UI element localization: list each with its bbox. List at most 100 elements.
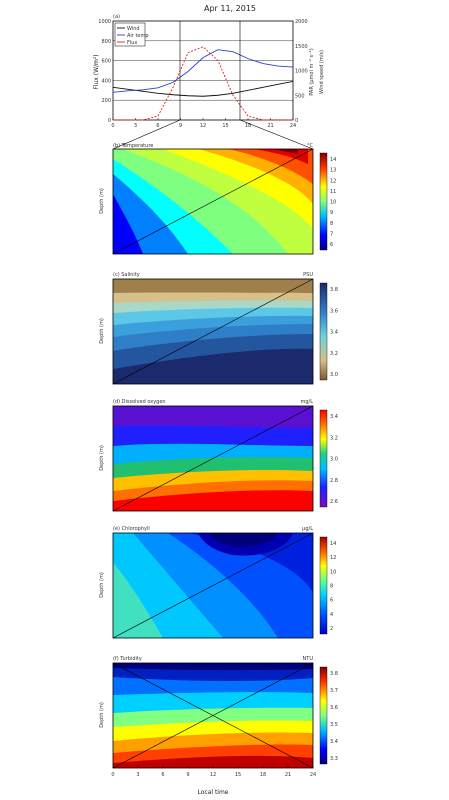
legend-label-air-temp: Air temp <box>127 33 149 39</box>
colorbar-tick-label: 2.6 <box>330 499 338 505</box>
panel-f-colorbar <box>319 666 328 765</box>
panel-d-frame <box>112 405 314 512</box>
panel-a-x-ticks: 0 3 6 9 12 15 18 21 24 <box>111 118 296 129</box>
colorbar-tick-label: 3.8 <box>330 671 338 677</box>
left-tick-label: 200 <box>101 98 111 104</box>
right-tick-label: 0 <box>295 118 298 124</box>
x-tick-label: 9 <box>179 123 182 129</box>
panel-d-contour <box>113 406 313 511</box>
x-tick-label: 21 <box>285 772 291 778</box>
panel-f-contour <box>113 663 313 768</box>
panel-b-colorbar-ticks: 14 13 12 11 10 9 8 7 6 <box>330 157 336 248</box>
colorbar-tick-label: 2 <box>330 626 333 632</box>
x-tick-label: 9 <box>186 772 189 778</box>
colorbar-tick-label: 12 <box>330 178 336 184</box>
colorbar-tick-label: 3.4 <box>330 739 338 745</box>
colorbar-tick-label: 3.6 <box>330 705 338 711</box>
panel-e-unit: µg/L <box>302 526 313 532</box>
panel-a-right-ylabel-2: Wind speed (m/s) <box>319 50 325 94</box>
series-line-air-temp <box>112 49 294 93</box>
left-tick-label: 0 <box>108 118 111 124</box>
panel-a-legend: Wind Air temp Flux <box>114 22 149 47</box>
panel-e-frame <box>112 532 314 639</box>
colorbar-tick-label: 8 <box>330 221 333 227</box>
x-tick-label: 12 <box>200 123 206 129</box>
x-tick-label: 24 <box>310 772 316 778</box>
left-tick-label: 400 <box>101 78 111 84</box>
panel-f-ylabel: Depth (m) <box>99 702 105 728</box>
panel-e-title: (e) Chlorophyll <box>113 526 150 532</box>
x-tick-label: 6 <box>156 123 159 129</box>
colorbar-tick-label: 12 <box>330 555 336 561</box>
panel-f: (f) Turbidity NTU 3.8 3.7 3.6 3.5 3.4 3.3 Dep… <box>99 656 338 778</box>
series-line-flux <box>113 46 293 121</box>
panel-c-colorbar-ticks: 3.8 3.6 3.4 3.2 3.0 <box>330 287 338 378</box>
panel-f-diagonal-2 <box>112 662 314 769</box>
colorbar-tick-label: 3.4 <box>330 330 338 336</box>
panel-e: (e) Chlorophyll µg/L 14 12 10 8 6 4 2 Depth (m… <box>99 526 336 639</box>
right-tick-label: 1500 <box>295 44 308 50</box>
x-tick-label: 0 <box>111 772 114 778</box>
panel-d-unit: mg/L <box>300 399 313 405</box>
panel-f-colorbar-ticks: 3.8 3.7 3.6 3.5 3.4 3.3 <box>330 671 338 762</box>
colorbar-tick-label: 3.6 <box>330 308 338 314</box>
panel-e-colorbar-ticks: 14 12 10 8 6 4 2 <box>330 541 336 632</box>
panel-d-colorbar <box>319 409 328 508</box>
colorbar-tick-label: 3.4 <box>330 414 338 420</box>
panel-e-ylabel: Depth (m) <box>99 572 105 598</box>
x-tick-label: 15 <box>235 772 241 778</box>
colorbar-tick-label: 7 <box>330 231 333 237</box>
panel-b-title: (b) Temperature <box>113 143 153 149</box>
legend-label-wind: Wind <box>127 26 140 32</box>
colorbar-tick-label: 3.5 <box>330 722 338 728</box>
panel-e-colorbar <box>319 536 328 635</box>
right-tick-label: 500 <box>295 93 305 99</box>
colorbar-tick-label: 8 <box>330 584 333 590</box>
panel-d-ylabel: Depth (m) <box>99 445 105 471</box>
colorbar-tick-label: 13 <box>330 168 336 174</box>
panel-d-diagonal <box>112 405 314 512</box>
panel-f-unit: NTU <box>303 656 314 662</box>
right-tick-label: 2000 <box>295 19 308 25</box>
x-tick-label: 15 <box>222 123 228 129</box>
x-tick-label: 21 <box>267 123 273 129</box>
panel-d-colorbar-ticks: 3.4 3.2 3.0 2.8 2.6 <box>330 414 338 505</box>
panel-b-unit: °C <box>307 143 314 149</box>
colorbar-tick-label: 10 <box>330 569 336 575</box>
x-axis-label: Local time <box>197 789 228 796</box>
colorbar-tick-label: 6 <box>330 598 333 604</box>
colorbar-tick-label: 3.7 <box>330 688 338 694</box>
colorbar-tick-label: 6 <box>330 242 333 248</box>
colorbar-tick-label: 3.0 <box>330 457 338 463</box>
panel-d-title: (d) Dissolved oxygen <box>113 399 166 405</box>
colorbar-tick-label: 3.8 <box>330 287 338 293</box>
legend-box <box>114 22 146 47</box>
x-tick-label: 3 <box>134 123 137 129</box>
connector-lines <box>112 21 314 150</box>
panel-a-left-ylabel: Flux (W/m²) <box>93 54 100 89</box>
panel-c-frame <box>112 278 314 385</box>
colorbar-tick-label: 3.2 <box>330 435 338 441</box>
panel-a-left-ticks: 0 200 400 600 800 1000 <box>98 19 111 124</box>
panel-c-diagonal <box>112 278 314 385</box>
figure-title: Apr 11, 2015 <box>204 4 256 13</box>
x-tick-label: 18 <box>260 772 266 778</box>
panel-c: (c) Salinity PSU 3.8 3.6 3.4 3.2 3.0 Depth (… <box>99 272 338 385</box>
panel-a-tag: (a) <box>113 14 120 20</box>
panel-c-ylabel: Depth (m) <box>99 318 105 344</box>
panel-b-frame <box>112 148 314 255</box>
left-tick-label: 800 <box>101 39 111 45</box>
panel-b-ylabel: Depth (m) <box>99 188 105 214</box>
colorbar-tick-label: 3.0 <box>330 372 338 378</box>
x-tick-label: 6 <box>161 772 164 778</box>
right-tick-label: 1000 <box>295 69 308 75</box>
colorbar-tick-label: 2.8 <box>330 478 338 484</box>
panel-c-title: (c) Salinity <box>113 272 140 278</box>
panel-c-unit: PSU <box>303 272 313 278</box>
colorbar-tick-label: 9 <box>330 210 333 216</box>
left-tick-label: 1000 <box>98 19 111 25</box>
x-tick-label: 24 <box>290 123 296 129</box>
colorbar-tick-label: 3.2 <box>330 351 338 357</box>
colorbar-tick-label: 4 <box>330 612 333 618</box>
colorbar-tick-label: 14 <box>330 541 336 547</box>
